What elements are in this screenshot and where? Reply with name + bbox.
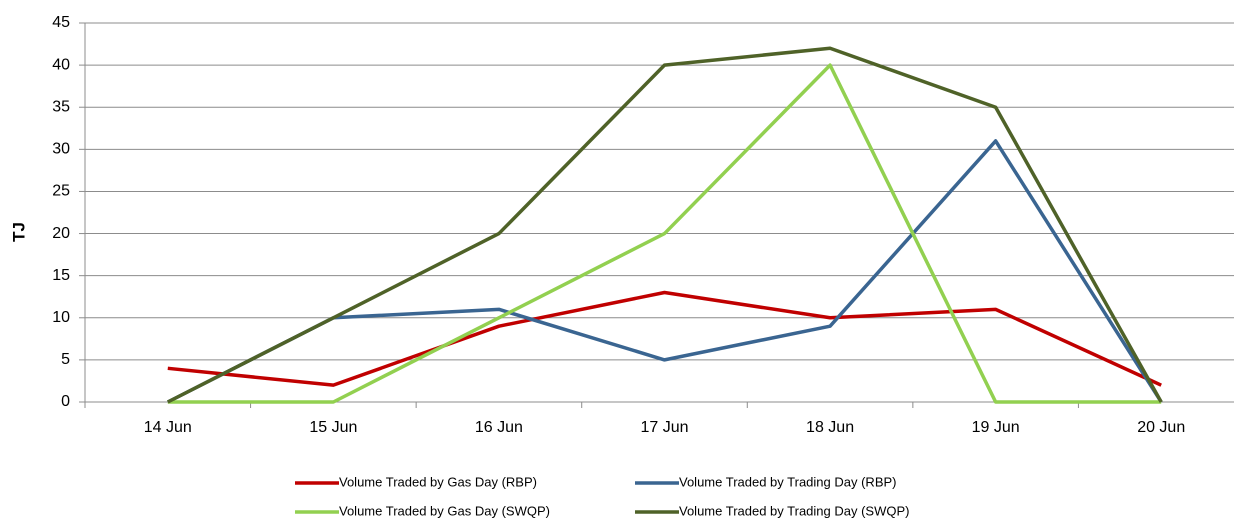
x-tick-label: 17 Jun <box>640 419 688 436</box>
series-line <box>166 46 1163 404</box>
y-tick-label: 15 <box>52 267 70 284</box>
y-tick-label: 5 <box>61 351 70 368</box>
legend-label: Volume Traded by Trading Day (RBP) <box>679 474 897 489</box>
x-tick-label: 19 Jun <box>972 419 1020 436</box>
x-tick-label: 20 Jun <box>1137 419 1185 436</box>
legend-label: Volume Traded by Gas Day (RBP) <box>339 474 537 489</box>
y-tick-label: 25 <box>52 183 70 200</box>
y-axis-label: TJ <box>9 222 28 242</box>
y-tick-label: 40 <box>52 56 70 73</box>
series-line <box>166 139 1163 404</box>
x-tick-label: 14 Jun <box>144 419 192 436</box>
x-tick-label: 15 Jun <box>309 419 357 436</box>
series-line <box>167 63 1162 404</box>
y-tick-label: 10 <box>52 309 70 326</box>
x-tick-label: 18 Jun <box>806 419 854 436</box>
x-tick-label: 16 Jun <box>475 419 523 436</box>
legend-label: Volume Traded by Trading Day (SWQP) <box>679 503 909 518</box>
series-line <box>167 290 1162 387</box>
y-tick-label: 45 <box>52 14 70 31</box>
y-tick-label: 30 <box>52 141 70 158</box>
y-tick-label: 20 <box>52 225 70 242</box>
legend-label: Volume Traded by Gas Day (SWQP) <box>339 503 550 518</box>
y-tick-label: 35 <box>52 98 70 115</box>
y-tick-label: 0 <box>61 393 70 410</box>
